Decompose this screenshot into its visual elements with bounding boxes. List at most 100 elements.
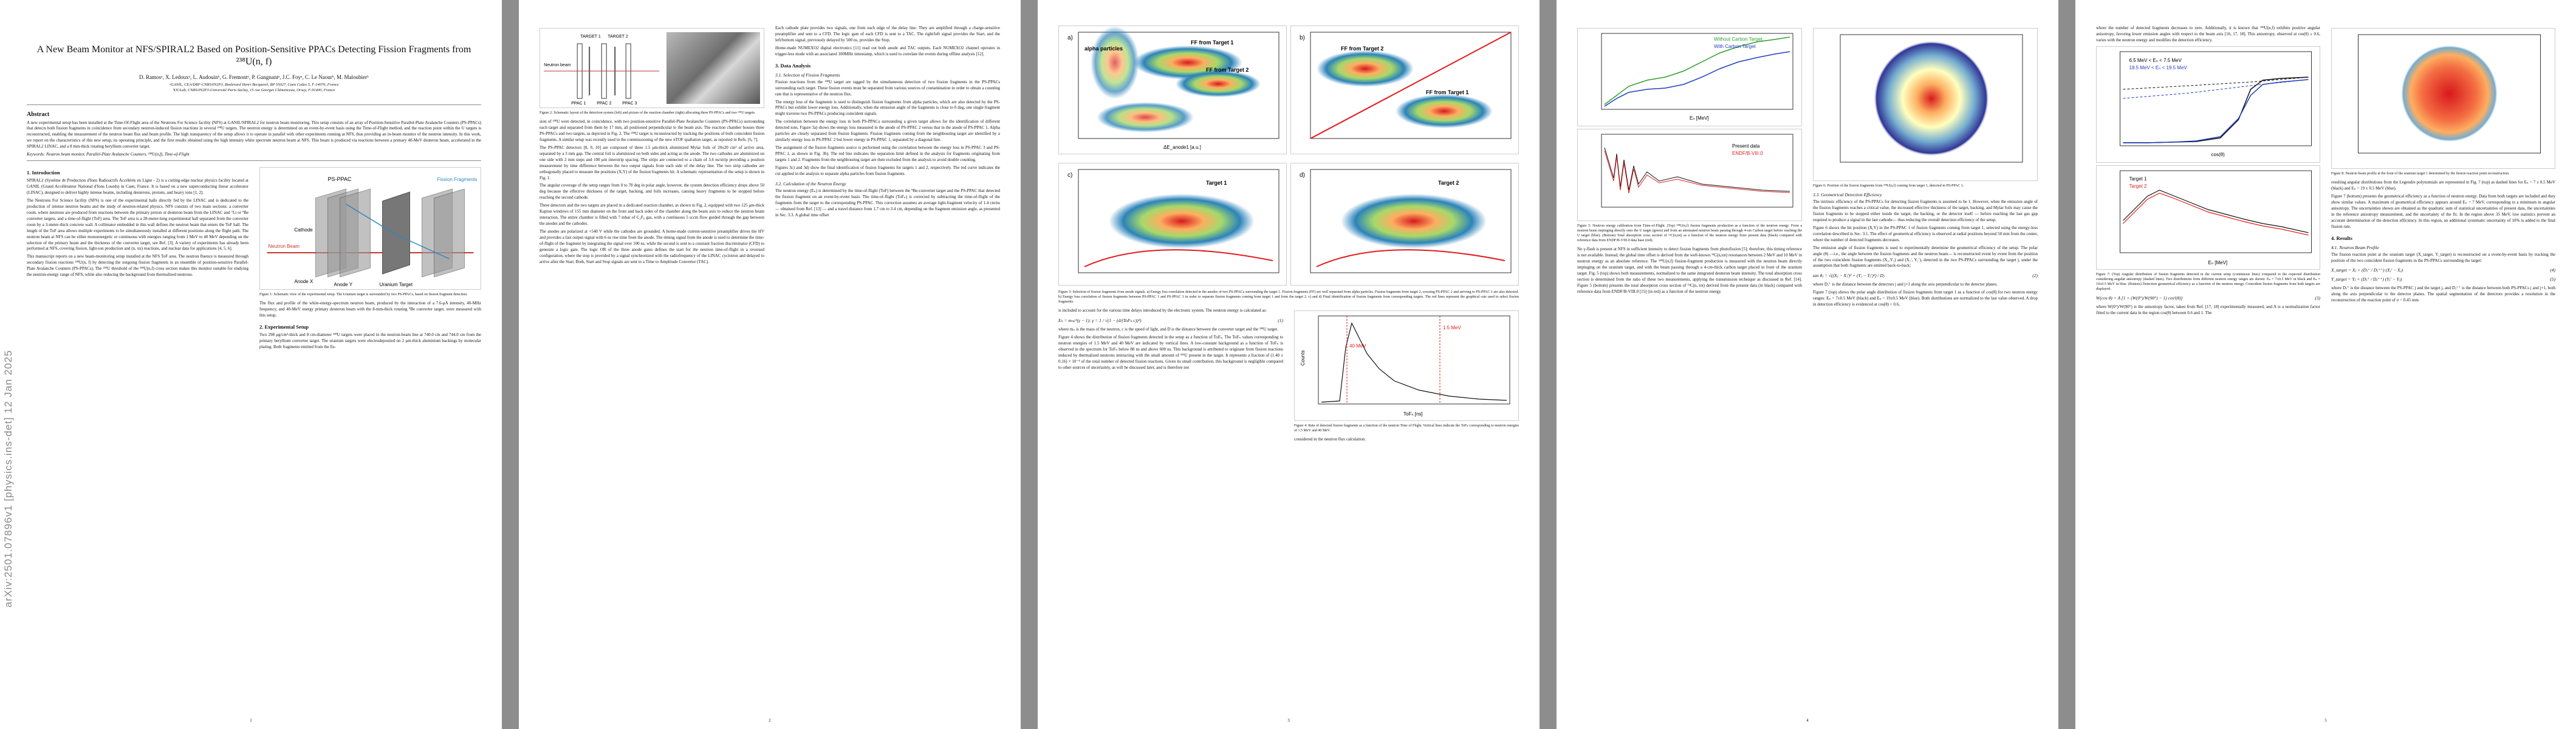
paragraph: Three detectors and the two targets are … <box>540 203 764 227</box>
fig3-annotation: FF from Target 1 <box>1426 89 1468 95</box>
fig3-annotation: FF from Target 2 <box>1206 67 1249 73</box>
paragraph: considered in the neutron flux calculati… <box>1294 437 1366 442</box>
p4-left-column: Without Carbon Target With Carbon Target… <box>1577 26 1802 310</box>
equation-4: X_target = Xⱼ + (Dⱼ⁺ / Dⱼ⁺⁺) (Xⱼ′ − Xⱼ) … <box>2331 267 2555 273</box>
paragraph: Figures 3c) and 3d) show the final ident… <box>775 165 1000 176</box>
p5-right-column: Figure 8: Neutron beam profile at the fr… <box>2331 26 2555 318</box>
paragraph: where Dⱼ⁺ is the distance between the de… <box>1813 282 1998 287</box>
ppac-plate <box>434 188 465 278</box>
fig2-label: TARGET 1 <box>580 35 601 39</box>
figure-3d-panel: d) Target 2 <box>1290 163 1519 286</box>
affiliation-b: ᵇIJCLab, CNRS/IN2P3-Université Paris-Sac… <box>173 87 335 92</box>
fragment-track <box>396 234 450 259</box>
fig3-annotation: FF from Target 1 <box>1191 39 1233 46</box>
paragraph: The intrinsic efficiency of the PS-PPACs… <box>1813 199 2038 222</box>
equation-2: tan θⱼ = √((Xⱼ − Xⱼ′)² + (Yⱼ − Yⱼ′)²) / … <box>1813 273 2038 278</box>
figure-6-caption: Figure 6: Position of the fission fragme… <box>1813 184 1964 188</box>
page-3: a) FF from Target 1 FF from Target 2 alp… <box>1038 0 1540 729</box>
density-blob <box>1396 94 1493 128</box>
figure-2-caption: Figure 2: Schematic layout of the detect… <box>540 111 756 115</box>
page-5: where the number of detected fragments d… <box>2075 0 2576 729</box>
equation-body: W(cos θ) = A [1 + (W(0°)/W(90°) − 1) cos… <box>2096 295 2183 301</box>
figure-5-caption: Figure 5: Neutron energy calibration fro… <box>1577 224 1802 243</box>
equation-number: (2) <box>2032 273 2038 279</box>
paragraph: where mₙ is the mass of the neutron, c i… <box>1058 327 1278 332</box>
figure-5-bottom: Present data ENDF/B-VIII.0 <box>1577 129 1802 221</box>
figure-1-caption: Figure 1: Schematic view of the experime… <box>259 293 468 297</box>
figure-3b-panel: b) FF from Target 2 FF from Target 1 <box>1290 26 1519 154</box>
series-with-carbon <box>1604 51 1790 107</box>
paragraph: where W(0°)/W(90°) is the anisotropy fac… <box>2096 304 2320 316</box>
uranium-target-graphic <box>382 191 410 275</box>
section-heading: 1. Introduction <box>27 169 60 176</box>
subsection-heading: 3.3. Geometrical Detection Efficiency <box>1813 192 1882 198</box>
fission-yield-plot: Without Carbon Target With Carbon Target… <box>1601 33 1793 121</box>
equation-body: X_target = Xⱼ + (Dⱼ⁺ / Dⱼ⁺⁺) (Xⱼ′ − Xⱼ) <box>2331 267 2403 273</box>
figure-3c-panel: c) Target 1 <box>1058 163 1287 286</box>
density-blob <box>1109 194 1255 248</box>
figure-3-grid: a) FF from Target 1 FF from Target 2 alp… <box>1058 23 1519 288</box>
paragraph: The flux and profile of the white-energy… <box>259 301 481 318</box>
density-blob <box>1091 26 1139 99</box>
density-blob <box>1097 102 1194 132</box>
figure-7-bottom: Target 1 Target 2 Eₙ [MeV] <box>2096 165 2320 270</box>
figure-2-layout: TARGET 1 TARGET 2 Neutron beam PPAC 1 PP… <box>540 28 764 108</box>
subsection-heading: 3.2. Calculation of the Neutron Energy <box>775 180 846 187</box>
paragraph: This manuscript reports on a new beam-mo… <box>27 254 248 278</box>
figure-3a-panel: a) FF from Target 1 FF from Target 2 alp… <box>1058 26 1287 154</box>
subsection-heading: 3.1. Selection of Fission Fragments <box>775 72 840 78</box>
author-list: D. Ramosᵃ, X. Ledouxᵃ, L. Audouinᵇ, G. F… <box>139 74 369 80</box>
legend-entry: Without Carbon Target <box>1714 36 1763 42</box>
angular-distribution-plot: 6.5 MeV < Eₙ < 7.5 MeV 18.5 MeV < Eₙ < 1… <box>2120 51 2312 157</box>
equation-3: W(cos θ) = A [1 + (W(0°)/W(90°) − 1) cos… <box>2096 295 2320 301</box>
series-target-2 <box>2123 193 2309 236</box>
p4-right-column: Figure 6: Position of the fission fragme… <box>1813 26 2038 310</box>
subsection-heading: 4.1. Neutron Beam Profile <box>2331 244 2379 250</box>
fig2-label: PPAC 3 <box>622 101 637 106</box>
paper-title: A New Beam Monitor at NFS/SPIRAL2 Based … <box>36 44 471 67</box>
paragraph: The anodes are polarized at +540 V while… <box>540 229 765 264</box>
p2-right-column: Each cathode plate provides two signals,… <box>775 26 1000 267</box>
fig3-annotation: FF from Target 2 <box>1341 46 1383 52</box>
series-without-carbon <box>1604 36 1790 105</box>
fig2-label: Neutron beam <box>544 63 571 67</box>
equation-number: (1) <box>1278 318 1283 324</box>
density-blob <box>1341 194 1487 248</box>
fig2-label: PPAC 2 <box>597 101 611 106</box>
x-axis-label: Eₙ [MeV] <box>2208 260 2228 265</box>
paragraph: The fission reaction point at the uraniu… <box>2331 252 2555 263</box>
fig3-annotation: Target 2 <box>1438 180 1459 186</box>
heatmap-3d: d) Target 2 <box>1300 169 1512 273</box>
tof-histogram-line <box>1321 322 1507 403</box>
page-1: arXiv:2501.07896v1 [physics.ins-det] 12 … <box>0 0 502 729</box>
cut-curve <box>1084 249 1273 267</box>
p3-right-column: 40 MeV 1.5 MeV ToFₙ [ns] Counts Figure 4… <box>1294 308 1519 445</box>
paragraph: Home-made NUMEXO2 digital electronics [1… <box>775 45 1000 56</box>
legend-entry: ENDF/B-VIII.0 <box>1732 151 1763 156</box>
paragraph: The neutron energy (Eₙ) is determined by… <box>775 188 1000 217</box>
heatmap-3b: b) FF from Target 2 FF from Target 1 <box>1300 32 1512 139</box>
legend-entry: Target 1 <box>2129 176 2147 182</box>
p3-left-column: is included to account for the various t… <box>1058 308 1283 445</box>
fig1-label: Anode Y <box>334 282 353 287</box>
heatmap-3c: c) Target 1 <box>1067 169 1279 273</box>
cross-section-plot: Present data ENDF/B-VIII.0 <box>1601 134 1793 208</box>
p5-left-column: where the number of detected fragments d… <box>2096 26 2320 318</box>
x-axis-label: ToFₙ [ns] <box>1403 411 1423 417</box>
page-number: 1 <box>250 718 252 723</box>
figure-1-schematic: PS-PPAC Cathode Anode X Anode Y Uranium … <box>259 167 481 290</box>
fig3-annotation: Target 1 <box>1206 180 1227 186</box>
efficiency-plot: Target 1 Target 2 Eₙ [MeV] <box>2120 170 2312 265</box>
paragraph: where Dⱼ⁺ is the distance between the PS… <box>2331 286 2555 303</box>
page-number: 2 <box>769 718 771 723</box>
figure-3-caption: Figure 3: Selection of fission fragments… <box>1058 290 1519 304</box>
density-blob <box>1176 70 1261 97</box>
divider <box>27 160 481 162</box>
density-blob <box>1317 50 1414 87</box>
heatmap-3a: a) FF from Target 1 FF from Target 2 alp… <box>1067 26 1279 150</box>
hit-distribution <box>1874 41 1989 156</box>
figure-4-caption: Figure 4: Rate of detected fission fragm… <box>1294 424 1519 433</box>
paragraph: The energy loss of the fragments is used… <box>775 99 1000 117</box>
fig4-annotation: 40 MeV <box>1349 343 1366 349</box>
figure-5-top: Without Carbon Target With Carbon Target… <box>1577 28 1802 126</box>
